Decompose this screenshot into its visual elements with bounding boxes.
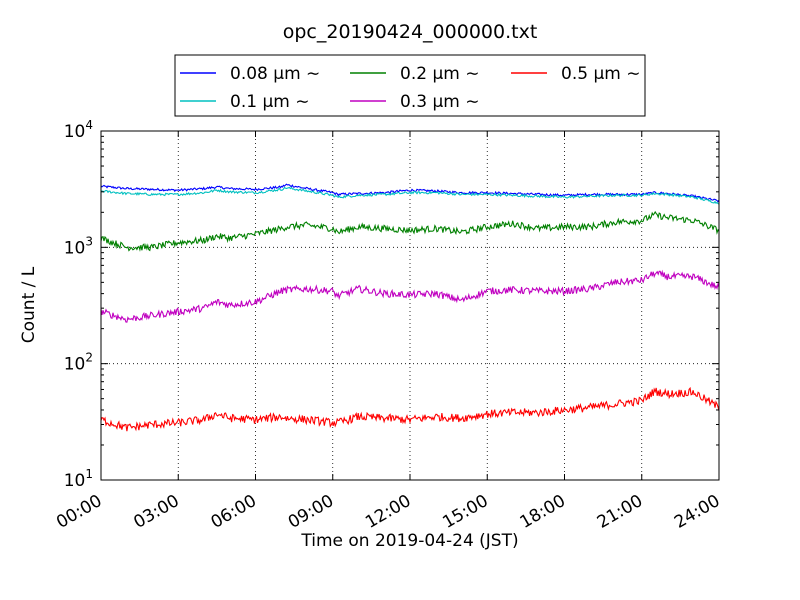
legend-label: 0.3 μm ∼ [400,92,479,112]
legend-label: 0.5 μm ∼ [561,64,640,84]
y-tick-label: 104 [64,118,93,142]
y-tick-labels: 101 102 103 104 [64,118,93,491]
grid-layer [101,131,719,480]
y-tick-label: 101 [64,467,93,491]
series-layer [100,183,720,432]
series-line [100,269,720,323]
x-axis-label: Time on 2019-04-24 (JST) [300,531,518,551]
series-line [100,210,720,252]
y-tick-label: 102 [64,351,93,375]
series-line [100,186,720,205]
tick-layer [100,130,720,481]
legend-frame [174,54,646,117]
plot-area [100,130,720,481]
chart-title: opc_20190424_000000.txt [283,21,538,43]
legend-label: 0.1 μm ∼ [230,92,309,112]
y-axis-label: Count / L [19,266,39,343]
y-tick-label: 103 [64,234,93,258]
series-line [100,386,720,432]
legend-label: 0.08 μm ∼ [230,64,320,84]
legend: 0.08 μm ∼ 0.1 μm ∼ 0.2 μm ∼ 0.3 μm ∼ 0.5 μm … [174,54,646,117]
legend-label: 0.2 μm ∼ [400,64,479,84]
